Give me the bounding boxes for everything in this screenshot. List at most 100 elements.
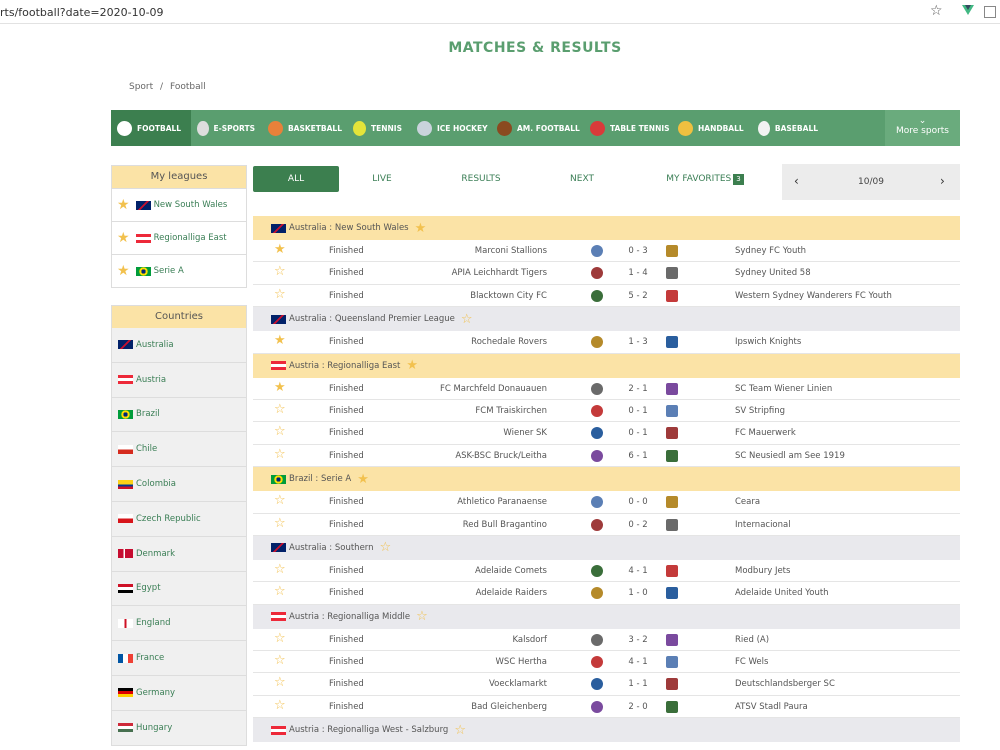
match-row[interactable]: ☆ Finished Bad Gleichenberg 2 - 0 ATSV Stadl… [253,695,960,719]
star-outline-icon[interactable]: ☆ [454,722,466,738]
bookmark-star-icon[interactable]: ☆ [930,3,943,19]
prev-day-button[interactable]: ‹ [794,174,799,188]
star-outline-icon[interactable]: ☆ [274,424,286,440]
home-team[interactable]: FCM Traiskirchen [475,405,547,416]
country-item[interactable]: France [112,641,246,676]
league-group-header[interactable]: Brazil : Serie A ★ [253,467,960,492]
country-item[interactable]: Hungary [112,710,246,746]
match-row[interactable]: ☆ Finished Blacktown City FC 5 - 2 Western S… [253,284,960,308]
home-team[interactable]: FC Marchfeld Donauauen [439,383,547,394]
country-item[interactable]: Australia [112,328,246,363]
home-team[interactable]: Bad Gleichenberg [471,701,547,712]
home-team[interactable]: Rochedale Rovers [471,337,547,348]
home-team[interactable]: Wiener SK [503,428,547,439]
match-row[interactable]: ☆ Finished Kalsdorf 3 - 2 Ried (A) [253,628,960,652]
away-team[interactable]: FC Wels [735,657,769,668]
away-team[interactable]: SC Team Wiener Linien [735,383,833,394]
sport-tab-ice-hockey[interactable]: ICE HOCKEY [411,110,491,146]
home-team[interactable]: ASK-BSC Bruck/Leitha [455,450,547,461]
match-row[interactable]: ☆ Finished Athletico Paranaense 0 - 0 Ceara [253,491,960,514]
away-team[interactable]: Internacional [735,519,791,530]
match-row[interactable]: ☆ Finished Adelaide Comets 4 - 1 Modbury Jet… [253,559,960,583]
star-filled-icon[interactable]: ★ [414,220,427,236]
country-item[interactable]: Brazil [112,397,246,433]
match-row[interactable]: ☆ Finished Voecklamarkt 1 - 1 Deutschlandsbe… [253,673,960,696]
my-league-item[interactable]: ★ Regionalliga East [112,221,246,254]
match-row[interactable]: ☆ Finished Red Bull Bragantino 0 - 2 Interna… [253,513,960,536]
country-item[interactable]: Colombia [112,467,246,502]
sport-tab-am-football[interactable]: AM. FOOTBALL [491,110,581,146]
league-group-header[interactable]: Australia : Queensland Premier League ☆ [253,307,960,332]
away-team[interactable]: Sydney FC Youth [735,246,807,256]
tab-my-favorites[interactable]: MY FAVORITES 3 [655,166,755,192]
star-outline-icon[interactable]: ☆ [379,540,392,556]
away-team[interactable]: Modbury Jets [735,565,791,576]
tab-next[interactable]: NEXT [570,174,594,184]
url-text[interactable]: rts/football?date=2020-10-09 [0,6,164,19]
home-team[interactable]: Athletico Paranaense [457,497,547,508]
star-outline-icon[interactable]: ☆ [274,653,286,669]
my-league-item[interactable]: ★ New South Wales [112,188,246,221]
home-team[interactable]: Marconi Stallions [474,246,547,256]
away-team[interactable]: Ipswich Knights [735,337,802,348]
sport-tab-football[interactable]: FOOTBALL [111,110,191,146]
star-outline-icon[interactable]: ☆ [274,264,286,280]
country-item[interactable]: Chile [112,432,246,468]
star-outline-icon[interactable]: ☆ [274,675,286,691]
star-filled-icon[interactable]: ★ [117,230,130,246]
away-team[interactable]: SV Stripfing [735,405,786,416]
away-team[interactable]: FC Mauerwerk [735,428,796,439]
breadcrumb-sport[interactable]: Sport [129,82,154,92]
browser-address-bar[interactable]: rts/football?date=2020-10-09 ☆ [0,0,1000,24]
tab-live[interactable]: LIVE [372,174,392,184]
next-day-button[interactable]: › [940,174,945,188]
league-group-header[interactable]: Australia : Southern ☆ [253,535,960,560]
match-row[interactable]: ☆ Finished FCM Traiskirchen 0 - 1 SV Stripfi… [253,399,960,423]
extension-icon[interactable] [984,6,996,18]
away-team[interactable]: Deutschlandsberger SC [735,679,835,690]
sport-tab-e-sports[interactable]: E-SPORTS [191,110,255,146]
star-outline-icon[interactable]: ☆ [274,561,286,577]
league-group-header[interactable]: Austria : Regionalliga Middle ☆ [253,604,960,629]
match-row[interactable]: ☆ Finished ASK-BSC Bruck/Leitha 6 - 1 SC Neu… [253,444,960,468]
star-outline-icon[interactable]: ☆ [274,515,286,531]
star-outline-icon[interactable]: ☆ [274,697,286,713]
more-sports-button[interactable]: ⌄ More sports [885,110,960,146]
my-league-item[interactable]: ★ Serie A [112,254,246,287]
star-outline-icon[interactable]: ☆ [460,311,473,327]
home-team[interactable]: APIA Leichhardt Tigers [451,268,547,279]
star-filled-icon[interactable]: ★ [274,333,286,349]
country-item[interactable]: Egypt [112,571,246,607]
away-team[interactable]: Sydney United 58 [735,268,811,279]
star-filled-icon[interactable]: ★ [357,471,369,487]
home-team[interactable]: Red Bull Bragantino [462,519,547,530]
home-team[interactable]: Voecklamarkt [489,679,547,690]
vue-devtools-icon[interactable] [962,4,974,16]
sport-tab-table-tennis[interactable]: TABLE TENNIS [584,110,672,146]
home-team[interactable]: Adelaide Comets [475,565,547,576]
country-item[interactable]: Czech Republic [112,501,246,537]
star-filled-icon[interactable]: ★ [117,263,130,279]
match-row[interactable]: ★ Finished Rochedale Rovers 1 - 3 Ipswich Kn… [253,331,960,354]
star-outline-icon[interactable]: ☆ [274,446,286,462]
tab-all[interactable]: ALL [253,166,339,192]
away-team[interactable]: Western Sydney Wanderers FC Youth [735,290,892,301]
home-team[interactable]: Adelaide Raiders [475,588,547,599]
star-filled-icon[interactable]: ★ [406,358,418,374]
country-item[interactable]: Germany [112,675,246,711]
match-row[interactable]: ☆ Finished Adelaide Raiders 1 - 0 Adelaide U… [253,582,960,605]
tab-results[interactable]: RESULTS [461,174,501,184]
star-outline-icon[interactable]: ☆ [274,401,286,417]
away-team[interactable]: ATSV Stadl Paura [735,701,808,712]
league-group-header[interactable]: Austria : Regionalliga West - Salzburg ☆ [253,718,960,743]
country-item[interactable]: Denmark [112,536,246,572]
league-group-header[interactable]: Australia : New South Wales ★ [253,216,960,240]
match-row[interactable]: ☆ Finished WSC Hertha 4 - 1 FC Wels [253,651,960,674]
star-filled-icon[interactable]: ★ [274,379,286,395]
star-filled-icon[interactable]: ★ [274,242,286,257]
star-outline-icon[interactable]: ☆ [274,584,286,600]
home-team[interactable]: Blacktown City FC [470,290,547,301]
sport-tab-tennis[interactable]: TENNIS [347,110,402,146]
star-outline-icon[interactable]: ☆ [274,286,286,302]
country-item[interactable]: Austria [112,362,246,398]
